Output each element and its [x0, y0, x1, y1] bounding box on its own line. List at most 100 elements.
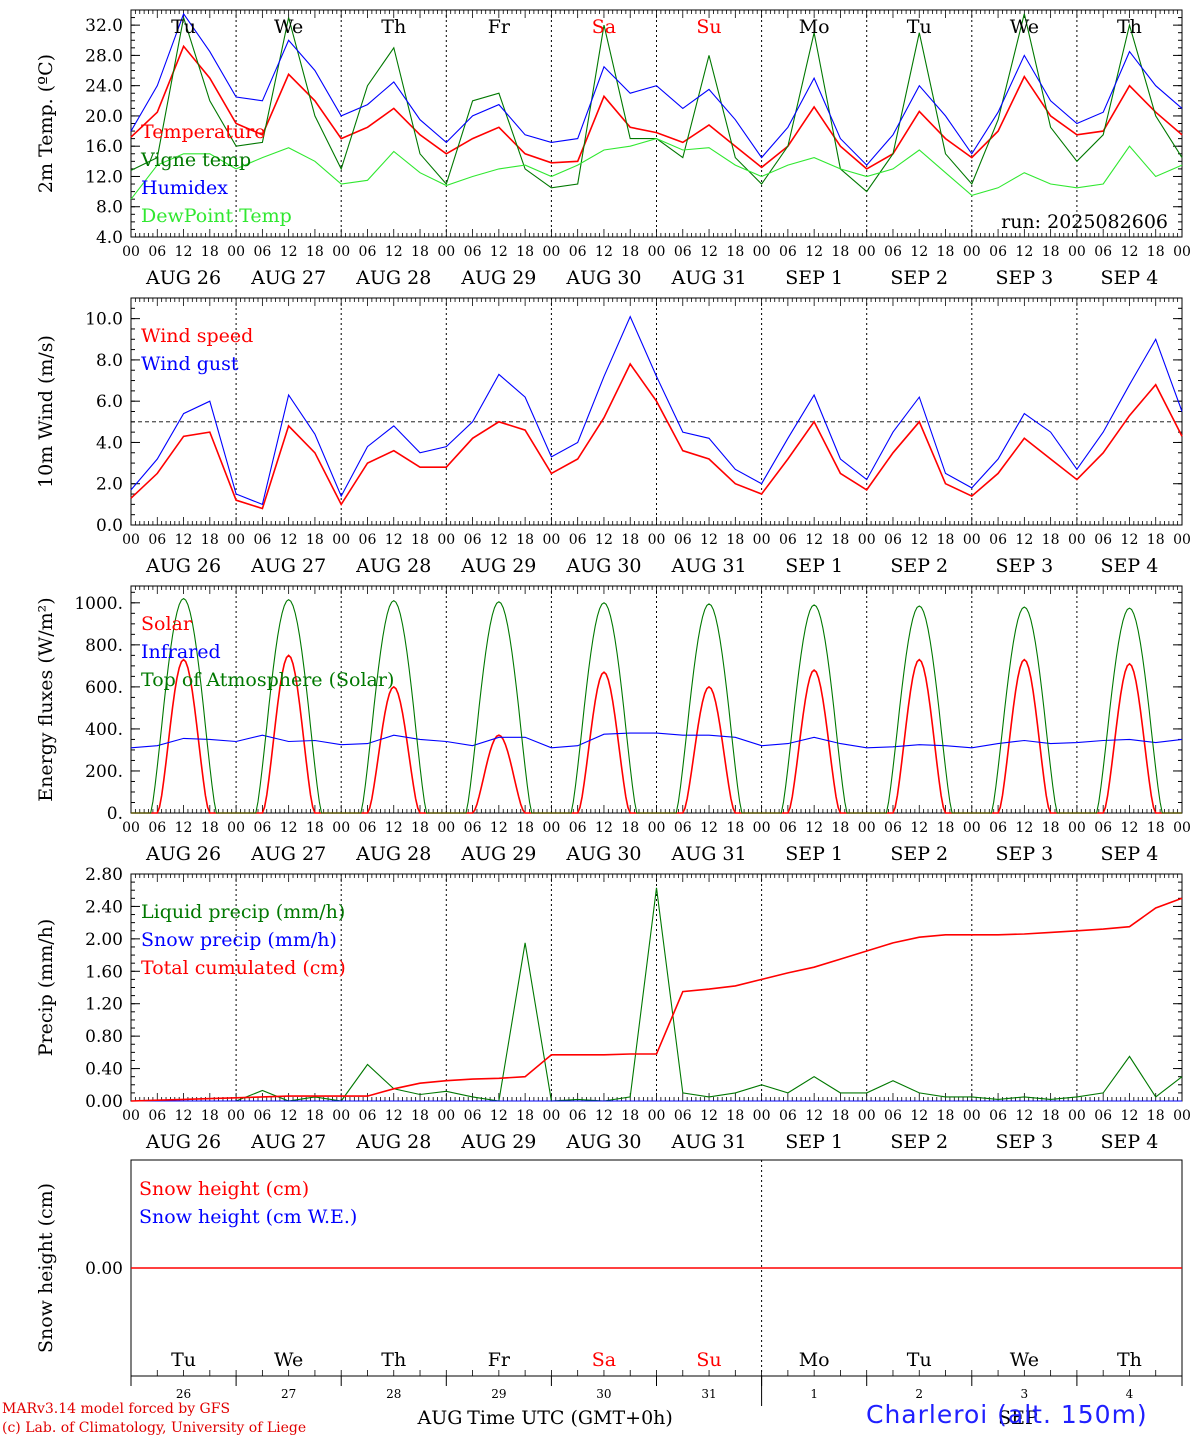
series-line-0: [131, 887, 1183, 1102]
legend-entry: Total cumulated (cm): [141, 957, 346, 979]
day-of-week-label: Fr: [488, 16, 511, 38]
y-axis-label: Snow height (cm): [35, 1183, 57, 1353]
hour-label: 18: [832, 1108, 850, 1124]
day-of-week-label: We: [1010, 1349, 1039, 1371]
date-label: SEP 4: [1101, 267, 1159, 289]
day-of-week-label: Su: [696, 1349, 721, 1371]
day-of-week-label: Fr: [488, 1349, 511, 1371]
y-axis-label: 10m Wind (m/s): [35, 335, 57, 488]
date-label: SEP 2: [890, 267, 948, 289]
hour-label: 18: [411, 244, 429, 260]
hour-label: 12: [175, 244, 193, 260]
date-label: AUG 29: [460, 267, 536, 289]
hour-label: 00: [963, 1108, 981, 1124]
hour-label: 18: [201, 532, 219, 548]
hour-label: 00: [227, 244, 245, 260]
hour-label: 12: [490, 532, 508, 548]
day-of-week-label: Sa: [592, 1349, 616, 1371]
hour-label: 12: [910, 244, 928, 260]
hour-label: 00: [648, 820, 666, 836]
date-label: AUG 30: [565, 1131, 641, 1153]
hour-label: 18: [306, 244, 324, 260]
hour-label: 18: [726, 820, 744, 836]
hour-label: 06: [569, 820, 587, 836]
date-label: AUG 30: [565, 843, 641, 865]
hour-label: 18: [832, 820, 850, 836]
legend-entry: Solar: [141, 613, 193, 635]
y-tick-label: 2.0: [96, 475, 123, 495]
legend-entry: Vigne temp: [140, 149, 251, 171]
day-of-week-label: We: [274, 16, 303, 38]
hour-label: 00: [1068, 244, 1086, 260]
date-label: AUG 28: [355, 267, 431, 289]
series-line-0: [130, 44, 1183, 170]
hour-label: 12: [280, 820, 298, 836]
hour-label: 00: [753, 532, 771, 548]
hour-label: 00: [963, 532, 981, 548]
y-tick-label: 0.: [107, 804, 123, 824]
hour-label: 06: [569, 244, 587, 260]
hour-label: 06: [148, 820, 166, 836]
hour-label: 06: [464, 532, 482, 548]
date-label: SEP 1: [785, 1131, 843, 1153]
hour-label: 00: [648, 1108, 666, 1124]
hour-label: 06: [989, 244, 1007, 260]
date-label: SEP 4: [1101, 1131, 1159, 1153]
date-number: 27: [281, 1387, 296, 1401]
date-label: AUG 31: [670, 555, 746, 577]
date-number: 28: [386, 1387, 401, 1401]
day-of-week-label: Mo: [799, 16, 830, 38]
hour-label: 18: [832, 532, 850, 548]
y-axis-label: Energy fluxes (W/m²): [35, 597, 57, 801]
hour-label: 06: [148, 532, 166, 548]
hour-label: 06: [884, 820, 902, 836]
hour-label: 00: [858, 1108, 876, 1124]
legend-entry: Temperature: [141, 121, 265, 143]
hour-label: 00: [753, 244, 771, 260]
hour-label: 06: [674, 244, 692, 260]
hour-label: 18: [1147, 1108, 1165, 1124]
day-of-week-label: Tu: [907, 1349, 932, 1371]
x-axis-label: Time UTC (GMT+0h): [467, 1407, 673, 1429]
hour-label: 18: [621, 820, 639, 836]
hour-label: 06: [989, 532, 1007, 548]
hour-label: 06: [253, 532, 271, 548]
hour-label: 00: [122, 244, 140, 260]
y-tick-label: 800.: [85, 636, 123, 656]
legend-entry: Liquid precip (mm/h): [141, 901, 345, 923]
y-tick-label: 2.80: [85, 865, 123, 885]
model-credit: MARv3.14 model forced by GFS: [2, 1401, 231, 1417]
date-label: AUG 27: [250, 843, 326, 865]
hour-label: 00: [1173, 1108, 1191, 1124]
hour-label: 00: [1173, 244, 1191, 260]
hour-label: 12: [175, 532, 193, 548]
hour-label: 18: [937, 1108, 955, 1124]
hour-label: 06: [1094, 1108, 1112, 1124]
legend-entry: DewPoint Temp: [141, 205, 292, 227]
y-tick-label: 0.0: [96, 516, 123, 536]
date-label: AUG 31: [670, 1131, 746, 1153]
date-number: 3: [1021, 1387, 1029, 1401]
date-label: SEP 3: [995, 843, 1053, 865]
y-tick-label: 0.00: [85, 1259, 123, 1279]
hour-label: 12: [385, 532, 403, 548]
hour-label: 06: [674, 1108, 692, 1124]
hour-label: 12: [910, 820, 928, 836]
hour-label: 12: [700, 820, 718, 836]
hour-label: 18: [726, 244, 744, 260]
hour-label: 12: [1121, 244, 1139, 260]
legend-entry: Snow precip (mm/h): [141, 929, 337, 951]
hour-label: 18: [516, 244, 534, 260]
hour-label: 00: [858, 820, 876, 836]
panel-frame: [130, 9, 1183, 238]
hour-label: 18: [1042, 820, 1060, 836]
hour-label: 06: [569, 1108, 587, 1124]
day-of-week-label: Sa: [592, 16, 616, 38]
hour-label: 00: [437, 820, 455, 836]
hour-label: 00: [542, 1108, 560, 1124]
hour-label: 06: [1094, 532, 1112, 548]
hour-label: 06: [359, 1108, 377, 1124]
y-tick-label: 10.0: [85, 310, 123, 330]
hour-label: 18: [937, 532, 955, 548]
run-annotation: run: 2025082606: [1001, 211, 1168, 233]
